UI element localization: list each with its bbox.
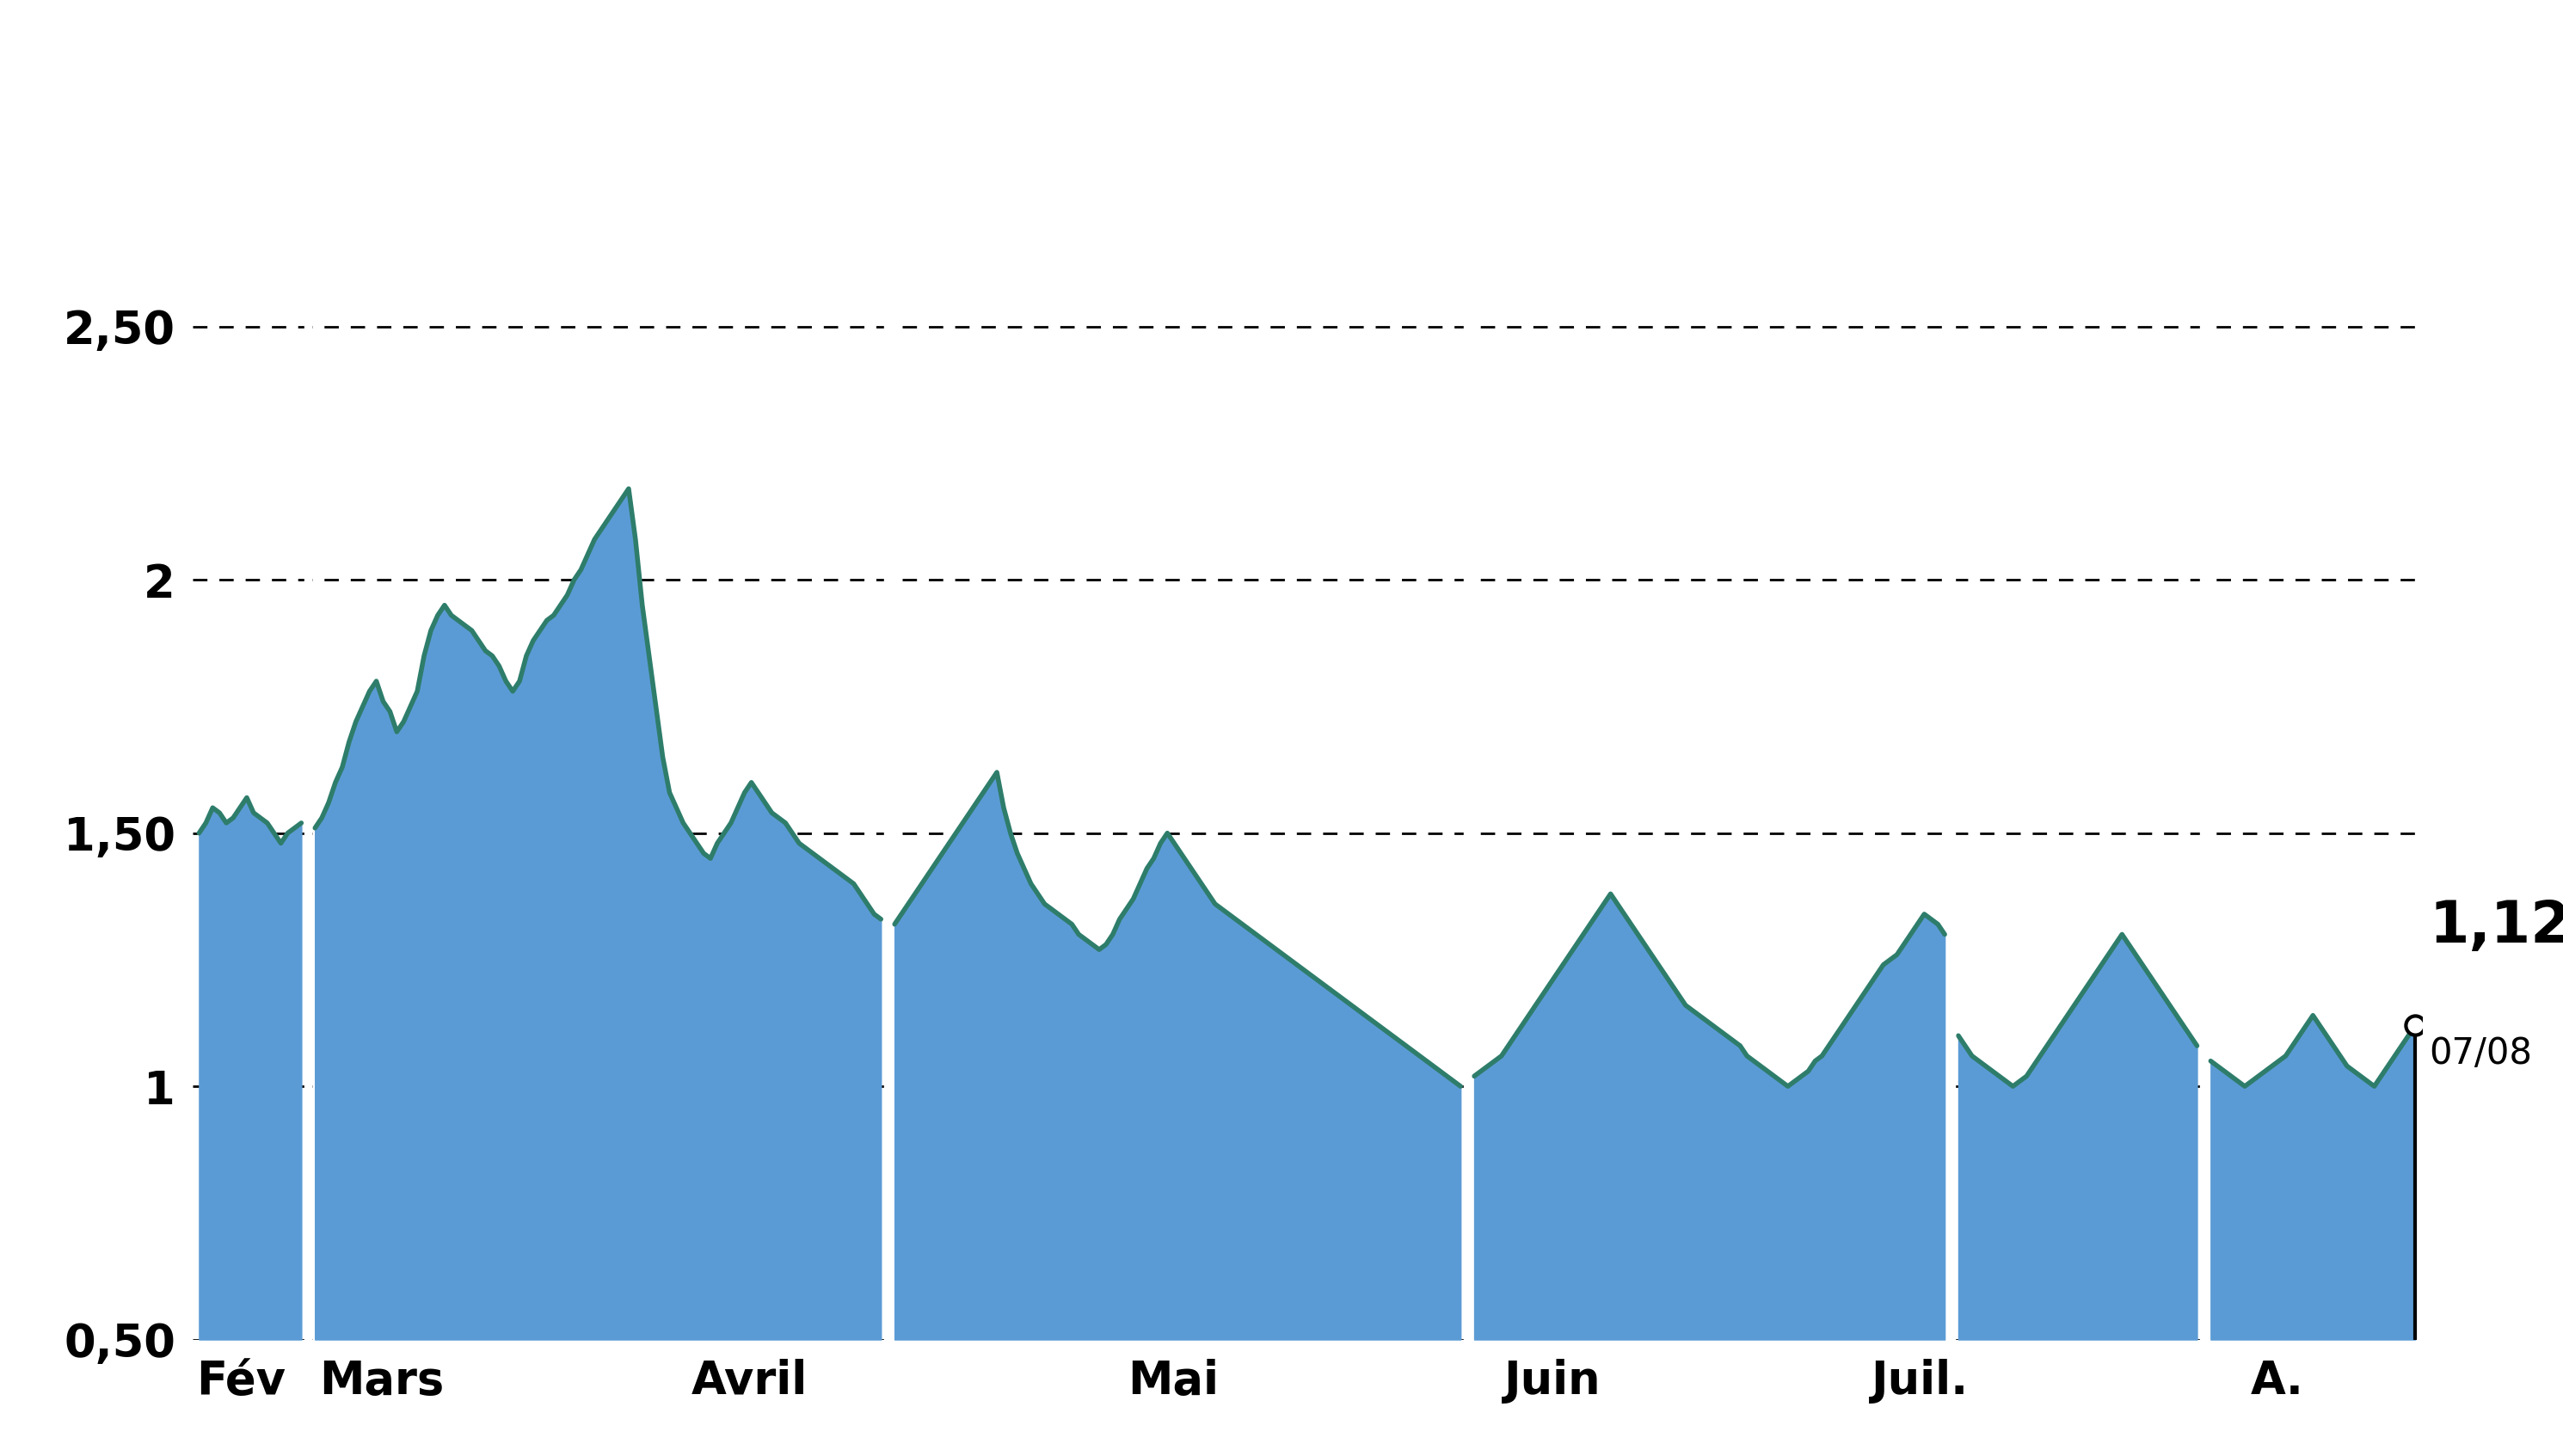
Bar	[2202, 175, 2207, 1340]
Text: Engine Gaming and Media, Inc.: Engine Gaming and Media, Inc.	[446, 31, 2117, 122]
Bar	[1948, 175, 1956, 1340]
Bar	[884, 175, 892, 1340]
Bar	[1463, 175, 1471, 1340]
Text: 07/08: 07/08	[2430, 1035, 2532, 1072]
Bar	[305, 175, 313, 1340]
Text: 1,12: 1,12	[2430, 898, 2563, 955]
